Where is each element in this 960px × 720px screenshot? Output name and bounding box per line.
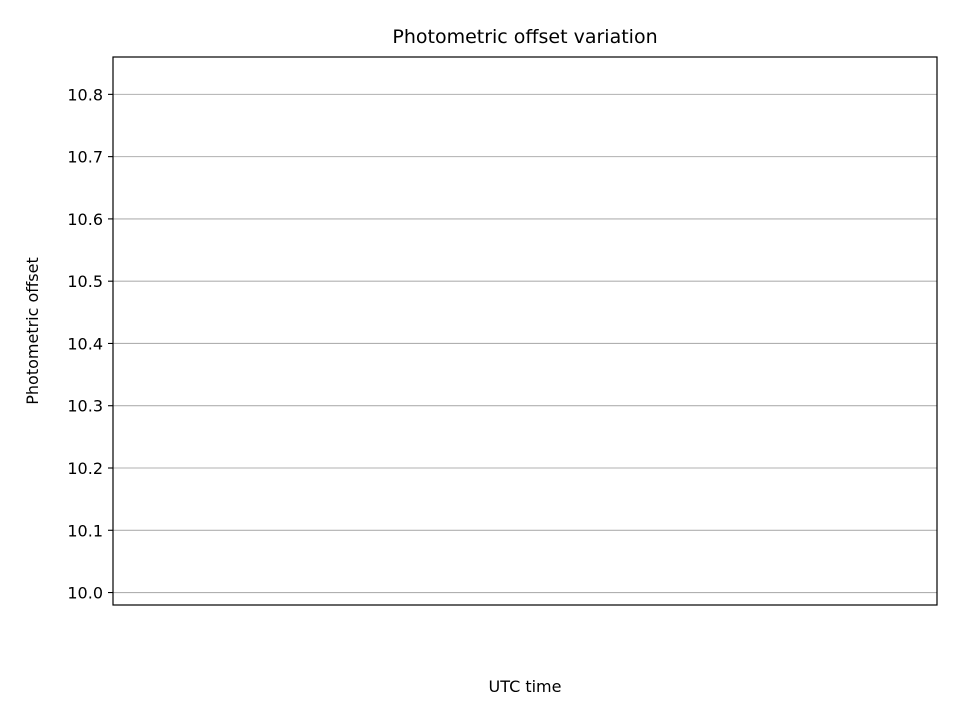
y-tick-label: 10.3 — [67, 397, 103, 416]
y-tick-label: 10.1 — [67, 521, 103, 540]
y-tick-label: 10.7 — [67, 148, 103, 167]
chart-title: Photometric offset variation — [392, 26, 657, 48]
tick-layer: 20:0021:0022:0023:0000:0001:0002:0003:00… — [67, 85, 113, 603]
y-tick-label: 10.2 — [67, 459, 103, 478]
y-tick-label: 10.6 — [67, 210, 103, 229]
x-axis-title: UTC time — [489, 677, 562, 696]
y-axis-title: Photometric offset — [23, 257, 42, 405]
y-tick-label: 10.4 — [67, 334, 103, 353]
y-tick-label: 10.8 — [67, 85, 103, 104]
plot-frame — [112, 56, 938, 606]
grid-layer — [113, 93, 937, 594]
y-tick-label: 10.5 — [67, 272, 103, 291]
y-tick-label: 10.0 — [67, 584, 103, 603]
